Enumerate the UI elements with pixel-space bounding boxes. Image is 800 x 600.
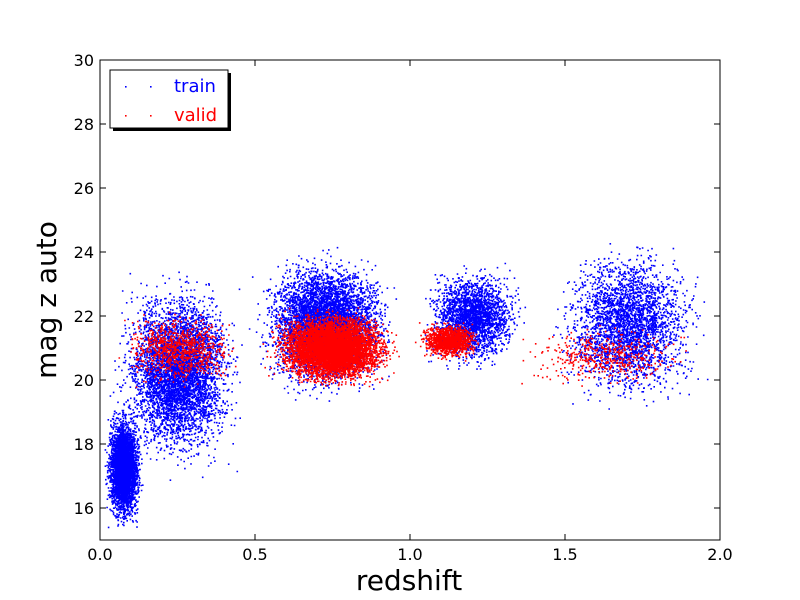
x-axis-title: redshift: [356, 564, 462, 597]
x-tick-label: 1.5: [552, 545, 577, 564]
y-tick-label: 18: [74, 435, 94, 454]
x-tick-label: 0.0: [87, 545, 112, 564]
legend-marker-dot: [150, 115, 152, 117]
legend-valid-marker: [125, 115, 152, 117]
x-axis-ticks: 0.0 0.5 1.0 1.5 2.0: [87, 60, 733, 564]
x-tick-label: 2.0: [707, 545, 732, 564]
legend-marker-dot: [125, 115, 127, 117]
valid-points: [118, 307, 687, 388]
plot-frame: [100, 60, 720, 540]
legend-train-marker: [125, 86, 152, 88]
y-tick-label: 28: [74, 115, 94, 134]
y-tick-label: 24: [74, 243, 94, 262]
x-tick-label: 1.0: [397, 545, 422, 564]
valid-series: [118, 307, 687, 388]
legend-marker-dot: [125, 86, 127, 88]
plot-area: [100, 60, 720, 540]
legend-valid-label: valid: [174, 105, 217, 126]
legend-box: [109, 69, 229, 129]
x-tick-label: 0.5: [242, 545, 267, 564]
y-tick-label: 16: [74, 499, 94, 518]
y-tick-label: 22: [74, 307, 94, 326]
legend-marker-dot: [150, 86, 152, 88]
y-tick-label: 26: [74, 179, 94, 198]
y-tick-label: 30: [74, 51, 94, 70]
legend: train valid: [109, 69, 231, 131]
y-axis-ticks: 16 18 20 22 24 26 28 30: [74, 51, 720, 518]
y-tick-label: 20: [74, 371, 94, 390]
y-axis-title: mag z auto: [30, 221, 63, 379]
legend-train-label: train: [174, 76, 216, 97]
